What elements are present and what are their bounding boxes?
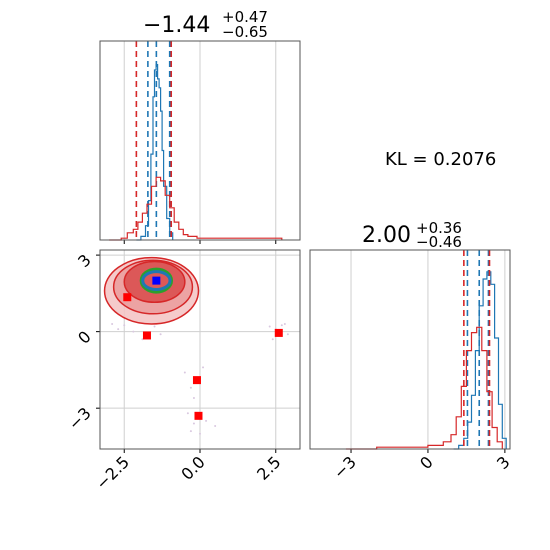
panel-frame [309, 249, 511, 450]
top-left-title-sub: −0.65 [222, 23, 268, 41]
bottom-left-x-tick-label: 0.0 [177, 452, 208, 483]
red-square-marker [142, 331, 151, 340]
faint-sample-point [268, 325, 271, 328]
faint-sample-point [199, 432, 201, 435]
faint-sample-point [159, 333, 162, 336]
faint-sample-point [183, 371, 186, 374]
bottom-right-x-tick-label: 0 [416, 452, 437, 473]
faint-sample-point [189, 386, 192, 389]
top-left-title-main: −1.44 [143, 13, 210, 38]
faint-sample-point [205, 419, 208, 422]
faint-sample-point [283, 322, 286, 325]
faint-sample-point [202, 366, 205, 369]
red-square-marker [274, 328, 283, 337]
faint-sample-point [153, 325, 156, 328]
panel-frame [99, 40, 301, 241]
faint-sample-point [141, 338, 144, 341]
faint-sample-point [132, 330, 135, 333]
bottom-left-x-tick-label: 2.5 [253, 452, 284, 483]
hist-series-red [109, 176, 283, 241]
panel-bottom-left-scatter [96, 249, 301, 453]
panel-top-left-histogram [99, 40, 301, 244]
bottom-left-y-tick-label: −3 [65, 404, 95, 434]
blue-contour [141, 270, 172, 292]
hist-series-red [345, 326, 503, 450]
top-left-title-sup: +0.47 [222, 8, 268, 26]
bottom-left-y-tick-label: 3 [74, 250, 95, 271]
green-contour [139, 267, 174, 294]
bottom-left-y-tick-label: 0 [74, 327, 95, 348]
blue-square-marker [152, 276, 161, 285]
hist-series-blue [453, 271, 507, 450]
faint-sample-point [123, 324, 126, 327]
faint-sample-point [192, 422, 195, 425]
faint-sample-point [111, 322, 114, 325]
bottom-left-x-tick-label: −2.5 [92, 452, 133, 493]
faint-sample-point [117, 328, 120, 331]
faint-sample-point [280, 324, 283, 327]
bottom-right-title-sup: +0.36 [416, 219, 462, 237]
panel-bottom-right-histogram [309, 249, 511, 453]
kl-annotation: KL = 0.2076 [385, 149, 496, 170]
faint-sample-point [214, 425, 217, 428]
red-square-marker [192, 376, 201, 385]
bottom-right-title-sub: −0.46 [416, 233, 462, 251]
faint-sample-point [192, 396, 195, 399]
faint-sample-point [286, 333, 289, 336]
faint-sample-point [189, 430, 192, 433]
faint-sample-point [271, 338, 274, 341]
red-square-marker [123, 293, 132, 302]
faint-sample-point [186, 412, 189, 415]
red-square-marker [194, 411, 203, 420]
panel-frame [99, 249, 301, 450]
bottom-right-x-tick-label: 3 [493, 452, 514, 473]
bottom-right-x-tick-label: −3 [330, 452, 360, 482]
bottom-right-title-main: 2.00 [362, 223, 411, 248]
